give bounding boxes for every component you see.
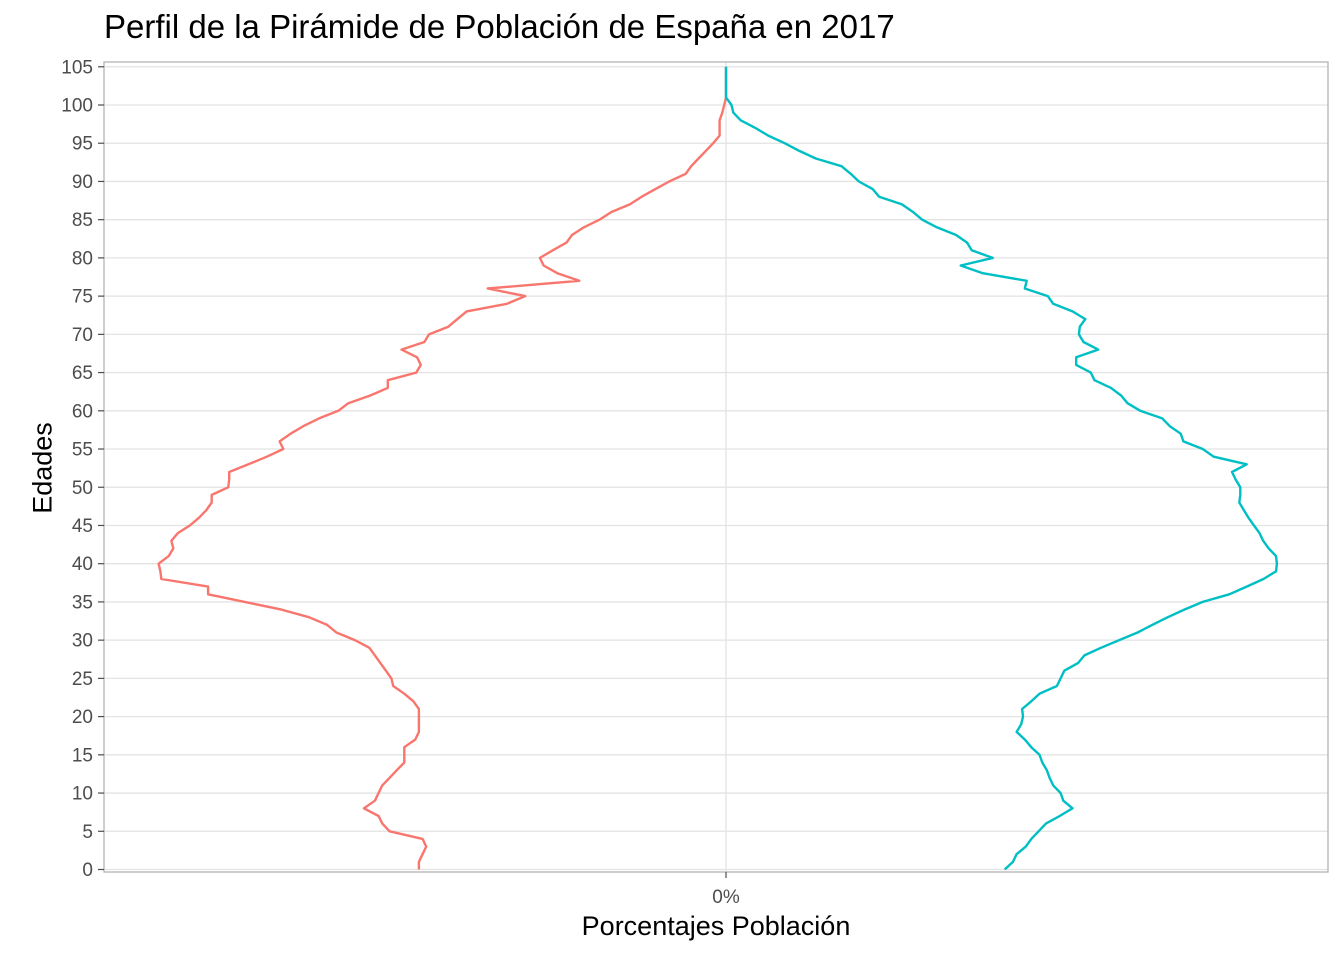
y-tick-label: 80 [72,248,93,269]
y-tick-label: 40 [72,554,93,575]
y-tick-label: 105 [61,57,93,78]
y-tick-label: 85 [72,210,93,231]
y-tick-label: 95 [72,134,93,155]
y-tick-label: 90 [72,172,93,193]
chart-title: Perfil de la Pirámide de Población de Es… [104,8,895,45]
series-line-left [157,66,728,870]
series-line-right [724,66,1279,871]
y-tick-label: 5 [82,822,93,843]
y-tick-label: 65 [72,363,93,384]
y-tick-label: 70 [72,325,93,346]
y-tick-label: 50 [72,478,93,499]
y-tick-label: 45 [72,516,93,537]
y-tick-label: 55 [72,440,93,461]
y-tick-label: 25 [72,669,93,690]
y-tick-label: 100 [61,96,93,117]
y-tick-label: 0 [82,860,93,881]
y-tick-label: 20 [72,707,93,728]
y-tick-label: 15 [72,745,93,766]
y-tick-label: 30 [72,631,93,652]
x-axis-title: Porcentajes Población [581,911,851,941]
panel-border [103,61,1329,873]
y-tick-label: 60 [72,401,93,422]
y-tick-label: 10 [72,784,93,805]
x-tick-label: 0% [712,887,740,908]
y-tick-label: 75 [72,287,93,308]
y-tick-label: 35 [72,592,93,613]
